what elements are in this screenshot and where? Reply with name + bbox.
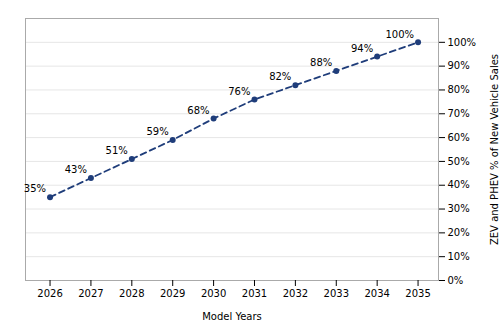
svg-text:20%: 20% — [448, 227, 470, 238]
svg-text:2026: 2026 — [37, 288, 62, 299]
svg-text:59%: 59% — [146, 126, 168, 137]
svg-text:70%: 70% — [448, 108, 470, 119]
svg-text:2030: 2030 — [201, 288, 226, 299]
svg-text:40%: 40% — [448, 179, 470, 190]
svg-text:2027: 2027 — [78, 288, 103, 299]
svg-text:80%: 80% — [448, 84, 470, 95]
svg-text:51%: 51% — [106, 145, 128, 156]
svg-text:35%: 35% — [24, 183, 46, 194]
svg-text:2034: 2034 — [364, 288, 389, 299]
svg-text:10%: 10% — [448, 251, 470, 262]
svg-text:2035: 2035 — [405, 288, 430, 299]
svg-text:76%: 76% — [228, 86, 250, 97]
svg-text:2033: 2033 — [324, 288, 349, 299]
svg-text:50%: 50% — [448, 156, 470, 167]
svg-text:90%: 90% — [448, 60, 470, 71]
svg-text:100%: 100% — [448, 37, 477, 48]
svg-text:2031: 2031 — [242, 288, 267, 299]
svg-text:68%: 68% — [187, 105, 209, 116]
svg-text:2032: 2032 — [283, 288, 308, 299]
svg-text:2029: 2029 — [160, 288, 185, 299]
svg-text:Model Years: Model Years — [202, 311, 262, 322]
svg-text:88%: 88% — [310, 57, 332, 68]
svg-text:100%: 100% — [385, 29, 414, 40]
svg-text:ZEV and PHEV % of New Vehicle: ZEV and PHEV % of New Vehicle Sales — [489, 54, 500, 245]
svg-text:94%: 94% — [351, 43, 373, 54]
svg-text:60%: 60% — [448, 132, 470, 143]
svg-text:0%: 0% — [448, 275, 464, 286]
svg-text:30%: 30% — [448, 203, 470, 214]
svg-text:43%: 43% — [65, 164, 87, 175]
svg-text:82%: 82% — [269, 71, 291, 82]
svg-text:2028: 2028 — [119, 288, 144, 299]
